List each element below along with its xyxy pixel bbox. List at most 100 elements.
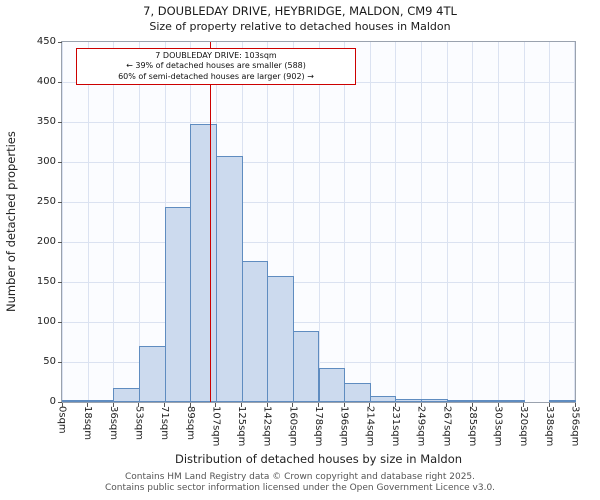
x-gridline bbox=[369, 42, 371, 402]
y-tick-mark bbox=[58, 41, 62, 43]
y-tick-mark bbox=[58, 201, 62, 203]
plot-area bbox=[61, 41, 576, 403]
x-gridline bbox=[113, 42, 115, 402]
x-tick-mark bbox=[112, 403, 114, 407]
histogram-bar bbox=[421, 398, 448, 402]
histogram-bar bbox=[241, 261, 269, 402]
x-tick-label: 356sqm bbox=[569, 406, 581, 447]
y-tick-label: 200 bbox=[36, 236, 56, 247]
x-gridline bbox=[498, 42, 500, 402]
histogram-bar bbox=[318, 367, 346, 402]
x-tick-mark bbox=[369, 403, 371, 407]
y-tick-mark bbox=[58, 361, 62, 363]
y-tick-mark bbox=[58, 121, 62, 123]
histogram-bar bbox=[292, 330, 320, 402]
x-tick-label: 196sqm bbox=[338, 406, 350, 447]
histogram-bar bbox=[190, 124, 217, 402]
histogram-bar bbox=[344, 382, 371, 402]
x-gridline bbox=[574, 42, 575, 402]
x-tick-label: 178sqm bbox=[313, 406, 324, 447]
y-tick-label: 0 bbox=[49, 396, 56, 407]
x-tick-mark bbox=[343, 403, 345, 407]
histogram-bar bbox=[87, 400, 115, 402]
x-gridline bbox=[446, 42, 448, 402]
y-tick-mark bbox=[58, 321, 62, 323]
x-gridline bbox=[344, 42, 346, 402]
x-tick-mark bbox=[215, 403, 217, 407]
annotation-smaller-stat: ← 39% of detached houses are smaller (58… bbox=[126, 61, 306, 71]
x-tick-label: 267sqm bbox=[441, 406, 453, 447]
annotation-larger-stat: 60% of semi-detached houses are larger (… bbox=[118, 71, 314, 81]
x-tick-label: 18sqm bbox=[82, 406, 94, 441]
x-tick-mark bbox=[394, 403, 396, 407]
histogram-bar bbox=[138, 346, 166, 402]
x-gridline bbox=[472, 42, 474, 402]
x-tick-mark bbox=[523, 403, 525, 407]
x-tick-label: 125sqm bbox=[236, 406, 248, 447]
x-tick-label: 231sqm bbox=[389, 406, 401, 447]
footer-attribution-line2: Contains public sector information licen… bbox=[104, 483, 496, 493]
x-tick-mark bbox=[497, 403, 499, 407]
histogram-bar bbox=[164, 206, 192, 402]
x-gridline bbox=[523, 42, 525, 402]
y-tick-label: 50 bbox=[43, 356, 56, 367]
x-gridline bbox=[318, 42, 320, 402]
x-tick-mark bbox=[318, 403, 319, 407]
y-axis-label: Number of detached properties bbox=[4, 131, 18, 313]
x-tick-mark bbox=[189, 403, 191, 407]
y-tick-mark bbox=[58, 81, 62, 83]
x-gridline bbox=[267, 42, 269, 402]
x-tick-mark bbox=[446, 403, 448, 407]
x-tick-mark bbox=[471, 403, 473, 407]
histogram-bar bbox=[549, 400, 576, 402]
annotation-box: 7 DOUBLEDAY DRIVE: 103sqm ← 39% of detac… bbox=[76, 48, 356, 86]
x-tick-label: 285sqm bbox=[466, 406, 478, 447]
x-tick-label: 142sqm bbox=[261, 406, 273, 447]
y-tick-mark bbox=[58, 161, 62, 163]
x-tick-label: 303sqm bbox=[492, 406, 504, 447]
x-tick-label: 71sqm bbox=[159, 406, 171, 441]
histogram-bar bbox=[472, 400, 500, 402]
y-tick-mark bbox=[58, 241, 62, 243]
chart-title: 7, DOUBLEDAY DRIVE, HEYBRIDGE, MALDON, C… bbox=[143, 4, 457, 18]
x-gridline bbox=[292, 42, 294, 402]
x-tick-mark bbox=[574, 403, 576, 407]
x-tick-label: 53sqm bbox=[133, 406, 145, 441]
y-tick-label: 450 bbox=[36, 36, 56, 47]
x-tick-label: 338sqm bbox=[543, 406, 555, 447]
x-gridline bbox=[549, 42, 551, 402]
y-tick-label: 300 bbox=[36, 156, 56, 167]
histogram-bar bbox=[62, 400, 89, 402]
annotation-property-size: 7 DOUBLEDAY DRIVE: 103sqm bbox=[155, 51, 277, 60]
x-tick-mark bbox=[241, 403, 243, 407]
histogram-bar bbox=[267, 275, 294, 402]
x-tick-label: 320sqm bbox=[518, 406, 530, 447]
x-tick-label: 214sqm bbox=[364, 406, 376, 447]
y-tick-label: 400 bbox=[36, 76, 56, 87]
histogram-bar bbox=[113, 387, 140, 402]
y-tick-label: 250 bbox=[36, 196, 56, 207]
y-tick-mark bbox=[58, 401, 62, 403]
x-tick-mark bbox=[548, 403, 550, 407]
x-tick-mark bbox=[164, 403, 166, 407]
x-gridline bbox=[87, 42, 89, 402]
histogram-bar bbox=[395, 398, 423, 402]
x-gridline bbox=[421, 42, 423, 402]
property-size-marker-line bbox=[209, 42, 212, 402]
footer-attribution-line1: Contains HM Land Registry data © Crown c… bbox=[124, 472, 476, 482]
x-tick-label: 89sqm bbox=[184, 406, 196, 441]
x-tick-label: 160sqm bbox=[287, 406, 299, 447]
histogram-bar bbox=[446, 399, 474, 402]
x-gridline bbox=[138, 42, 140, 402]
y-tick-label: 150 bbox=[36, 276, 56, 287]
x-tick-label: 249sqm bbox=[415, 406, 427, 447]
x-tick-mark bbox=[266, 403, 268, 407]
histogram-bar bbox=[498, 400, 525, 402]
x-gridline bbox=[395, 42, 397, 402]
x-tick-label: 0sqm bbox=[56, 406, 68, 434]
histogram-bar bbox=[215, 156, 243, 402]
x-axis-label: Distribution of detached houses by size … bbox=[174, 452, 463, 466]
histogram-bar bbox=[369, 396, 397, 402]
x-gridline bbox=[62, 42, 63, 402]
